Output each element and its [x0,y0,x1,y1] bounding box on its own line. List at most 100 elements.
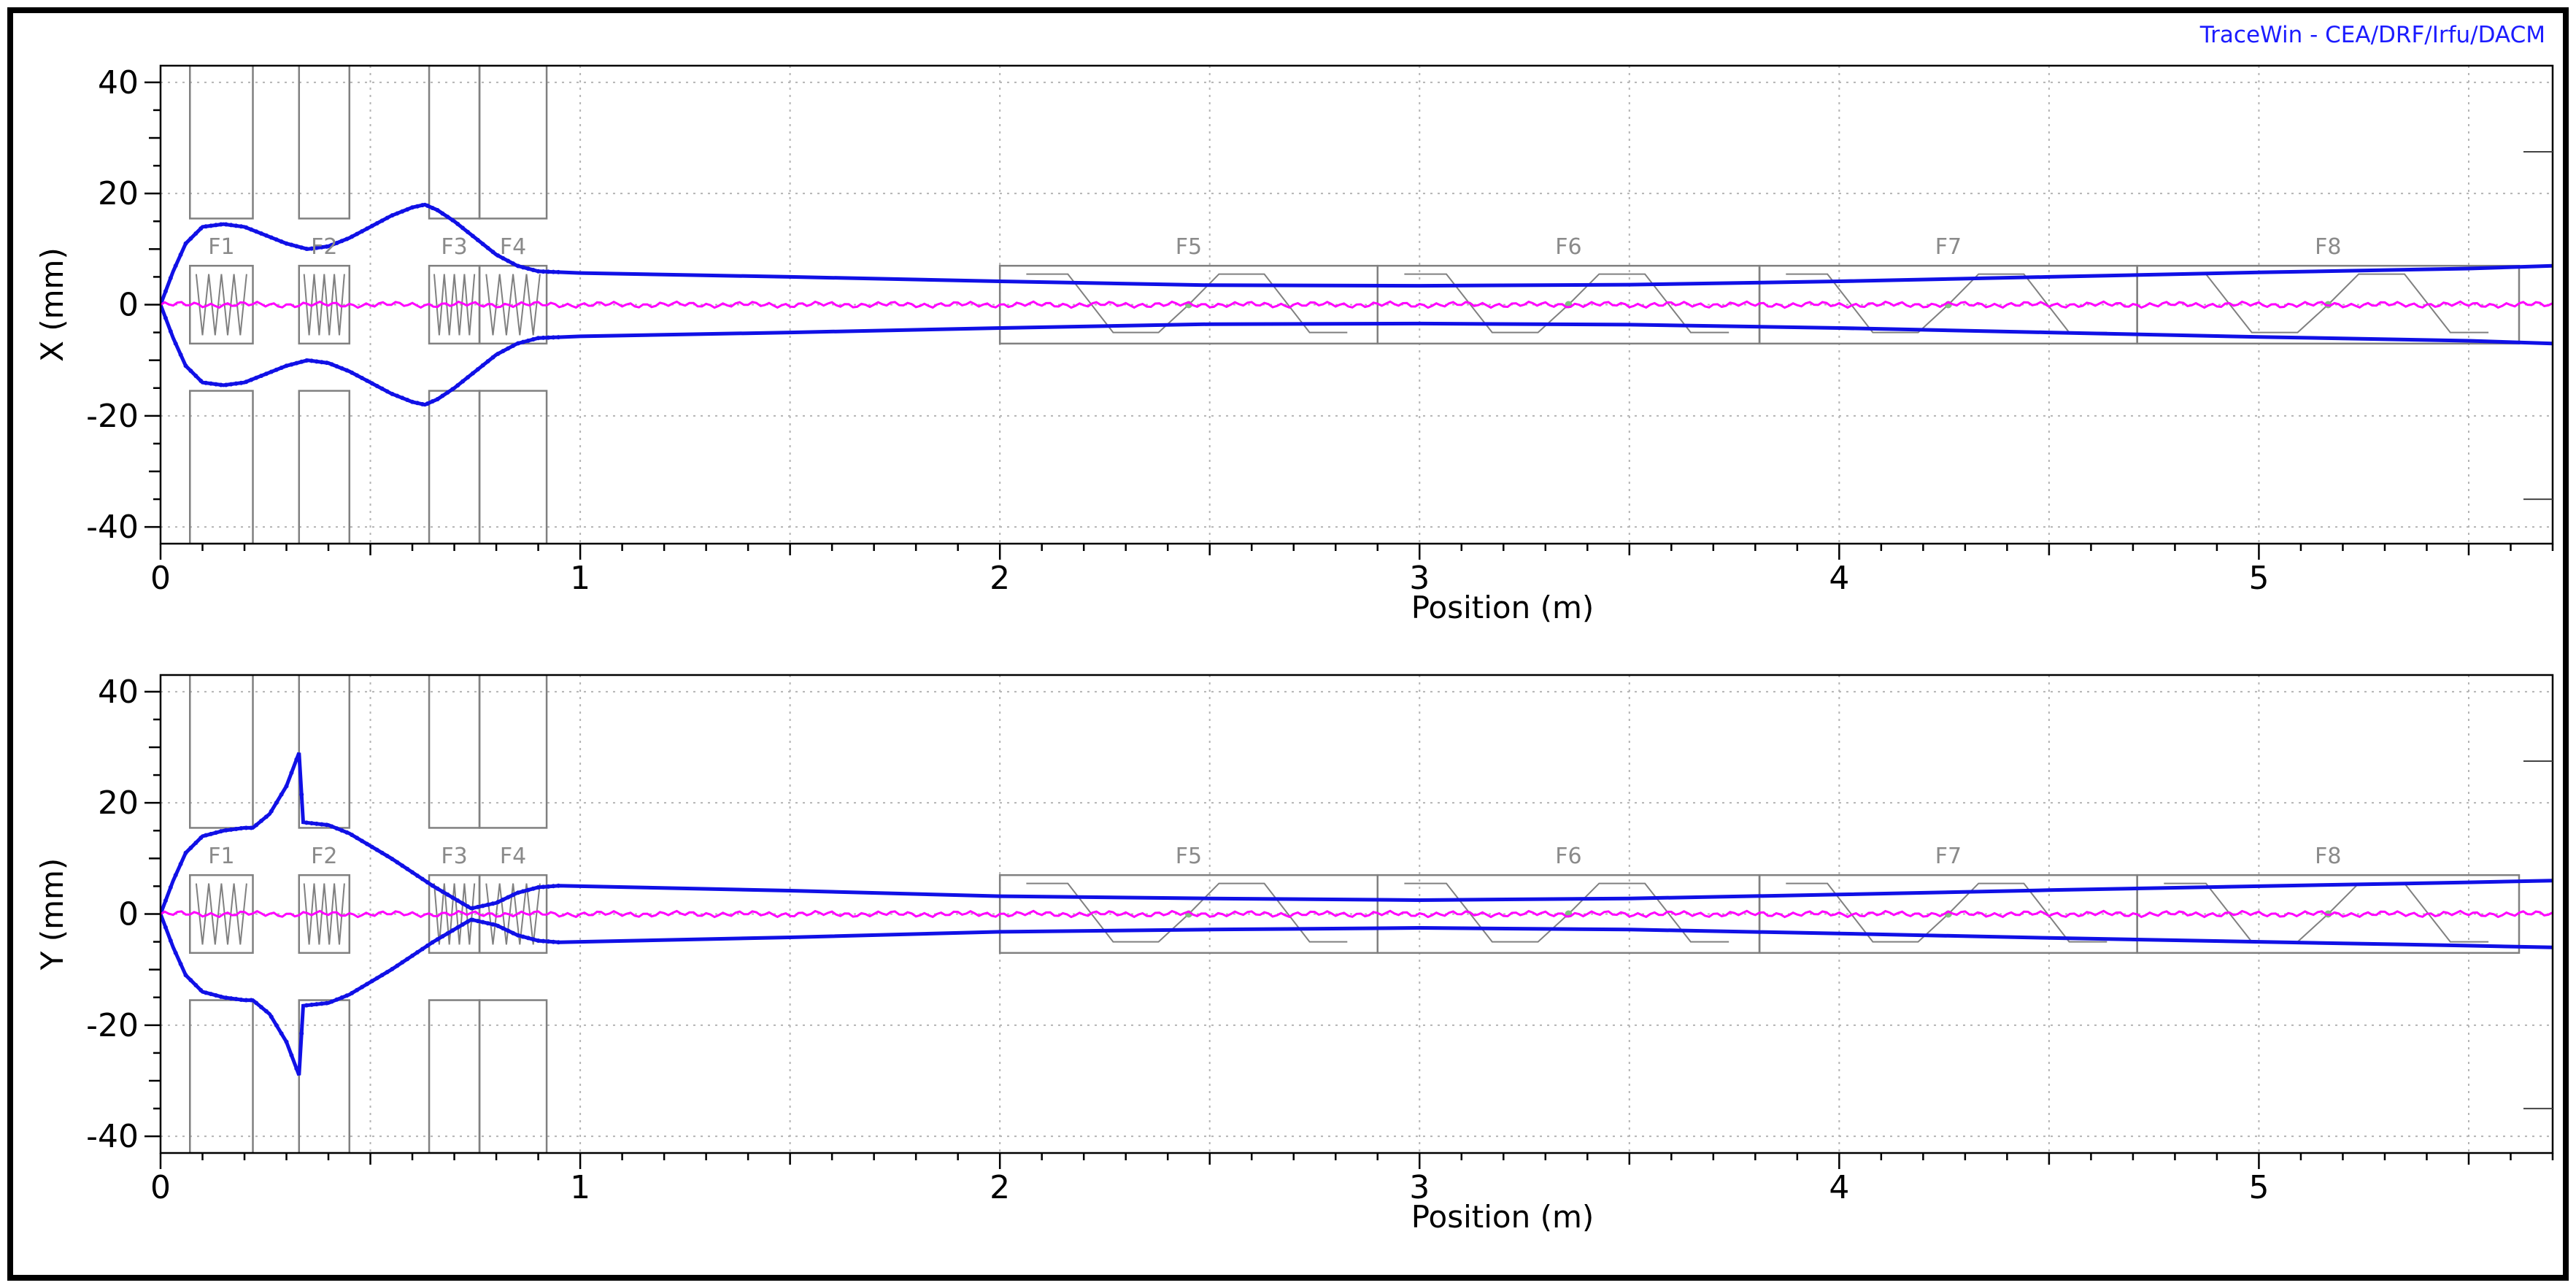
envelope-point [163,289,168,294]
envelope-point [506,258,511,263]
aperture-top [478,675,548,829]
envelope-point [556,883,561,888]
envelope-point [209,831,214,836]
envelope-point [405,957,410,962]
envelope-point [511,261,516,266]
aperture-top [189,66,254,220]
envelope-point [369,223,374,228]
field-profile [485,274,541,336]
envelope-point [405,866,410,871]
envelope-point [536,269,541,274]
envelope-point [168,938,173,944]
envelope-point [350,370,355,375]
envelope-point [460,901,466,906]
y-tick-label: -20 [86,1007,139,1044]
envelope-point [420,946,425,952]
envelope-point [193,231,198,236]
envelope-point [485,359,490,364]
envelope-point [400,960,405,965]
envelope-point [395,860,400,865]
envelope-point [465,229,470,234]
envelope-point [228,382,234,387]
envelope-point [244,379,249,385]
envelope-point [334,240,339,245]
envelope-point [405,207,410,212]
envelope-point [410,205,415,210]
plot-content [161,675,2553,1153]
element-label: F3 [441,844,467,869]
envelope-point [209,992,214,997]
envelope-point [249,227,254,232]
envelope-point [379,850,385,855]
envelope-point [204,380,209,385]
envelope-point [198,836,204,841]
envelope-point [455,221,460,226]
y-tick-label: -20 [86,398,139,435]
envelope-point [178,861,183,866]
envelope-point [239,380,244,385]
envelope-point [460,922,466,927]
element-label: F7 [1935,234,1962,260]
element-label: F5 [1176,234,1202,260]
envelope-point [495,351,501,356]
aperture-bottom [298,999,351,1153]
envelope-point [551,269,556,274]
element-label: F8 [2315,844,2341,869]
envelope-point [289,771,294,776]
envelope-point [374,384,379,389]
envelope-point [279,239,284,244]
envelope-point [163,925,168,930]
envelope-point [414,401,420,406]
envelope-point [329,362,334,367]
envelope-point [183,973,188,978]
plot-content [161,66,2553,544]
envelope-point [314,1002,319,1007]
envelope-point [420,401,425,406]
envelope-point [334,364,339,369]
field-profile [195,274,247,336]
envelope-point [395,963,400,968]
envelope-point [249,998,254,1003]
envelope-point [274,367,279,372]
x-tick-label: 1 [570,1169,590,1206]
envelope-point [209,381,214,386]
envelope-point [360,228,365,234]
envelope-point [440,393,445,398]
envelope-point [183,363,188,369]
y-tick-label: -40 [86,509,139,546]
envelope-point [385,389,390,394]
envelope-point [400,863,405,868]
envelope-point [475,904,480,909]
envelope-point [430,883,435,888]
envelope-point [369,979,374,984]
envelope-point [385,215,390,220]
x-tick-label: 4 [1829,560,1849,597]
envelope-point [379,386,385,391]
envelope-point [355,987,360,992]
envelope-point [193,373,198,378]
envelope-point [485,245,490,250]
envelope-point [329,999,334,1004]
envelope-point [263,814,269,820]
envelope-point [228,827,234,832]
envelope-point [435,937,440,942]
panel-1: F1 F2 F3 F4 F5 F6 F7 F8 0 1 2 3 4 5 -40 -20 0 20 40 Positio… [34,64,2554,625]
envelope-point [485,902,490,907]
envelope-point [279,366,284,371]
envelope-point [490,355,495,360]
envelope-point [173,341,178,346]
envelope-point [239,826,244,831]
element-label: F1 [208,844,234,869]
envelope-point [450,928,455,933]
envelope-point [269,1014,274,1019]
envelope-point [284,363,289,369]
envelope-point [234,826,239,831]
envelope-point [414,204,420,209]
envelope-point [193,982,198,987]
envelope-point [531,267,536,272]
envelope-point [339,995,344,1000]
envelope-point [319,244,324,250]
envelope-point [385,853,390,858]
envelope-point [188,978,193,983]
